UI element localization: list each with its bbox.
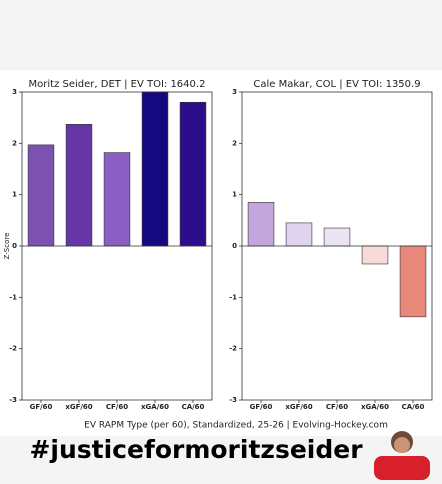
axes-frame: [241, 91, 433, 401]
bar: [65, 124, 93, 247]
x-tick-label: CF/60: [106, 403, 128, 411]
y-tick-label: 3: [12, 88, 17, 96]
bar: [179, 101, 207, 247]
chart-title: Cale Makar, COL | EV TOI: 1350.9: [253, 79, 420, 90]
x-tick-label: xGA/60: [361, 403, 389, 411]
x-tick-label: GF/60: [250, 403, 273, 411]
y-tick-label: -3: [229, 396, 237, 404]
x-tick-label: GF/60: [30, 403, 53, 411]
y-tick-label: -1: [229, 293, 237, 301]
y-tick-label: 0: [12, 242, 17, 250]
chart-title: Moritz Seider, DET | EV TOI: 1640.2: [29, 79, 206, 90]
player-icon: [374, 431, 430, 480]
y-tick-label: -2: [229, 345, 237, 353]
y-axis-label: Z-Score: [3, 233, 11, 260]
axes-frame: [21, 91, 213, 401]
x-tick-label: xGA/60: [141, 403, 169, 411]
x-axis-label: EV RAPM Type (per 60), Standardized, 25-…: [84, 421, 388, 431]
bar: [103, 152, 131, 247]
bar: [247, 202, 275, 247]
x-tick-label: CA/60: [182, 403, 205, 411]
x-tick-label: CF/60: [326, 403, 348, 411]
y-tick-label: -3: [9, 396, 17, 404]
y-tick-label: 3: [232, 88, 237, 96]
bar: [361, 245, 389, 265]
y-tick-label: 0: [232, 242, 237, 250]
hashtag: #justiceformoritzseider: [29, 435, 363, 464]
x-tick-label: xGF/60: [65, 403, 92, 411]
y-tick-label: -1: [9, 293, 17, 301]
bar: [285, 222, 313, 247]
bar: [399, 245, 427, 318]
y-tick-label: 1: [232, 191, 237, 199]
bar: [141, 91, 169, 247]
x-tick-label: CA/60: [402, 403, 425, 411]
x-tick-label: xGF/60: [285, 403, 312, 411]
bar: [323, 227, 351, 247]
y-tick-label: -2: [9, 345, 17, 353]
y-tick-label: 2: [232, 139, 237, 147]
bar: [27, 144, 55, 247]
y-tick-label: 2: [12, 139, 17, 147]
y-tick-label: 1: [12, 191, 17, 199]
